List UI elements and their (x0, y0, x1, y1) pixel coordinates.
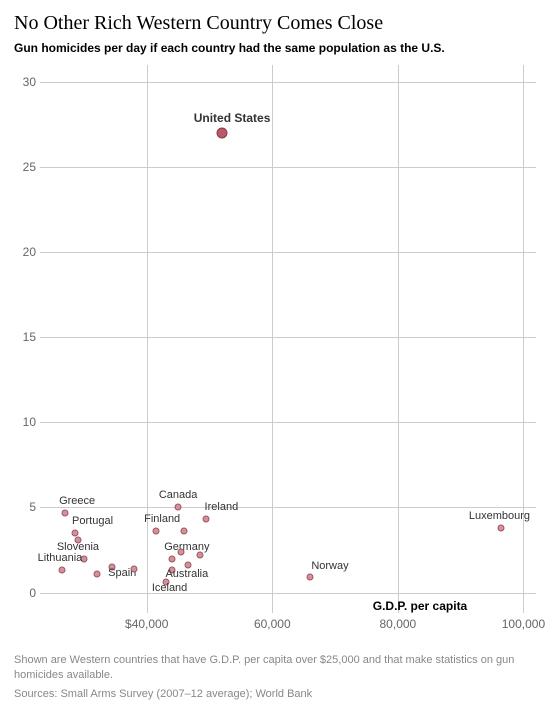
ytick-label: 5 (14, 500, 36, 514)
xtick-label: 60,000 (254, 617, 291, 631)
scatter-plot: 051015202530$40,00060,00080,000100,000G.… (14, 65, 536, 645)
data-point (203, 516, 210, 523)
footer-sources: Sources: Small Arms Survey (2007–12 aver… (14, 688, 536, 700)
data-point (306, 574, 313, 581)
data-point-label: Finland (144, 513, 180, 525)
data-point-label: Ireland (205, 501, 239, 513)
footer-note: Shown are Western countries that have G.… (14, 653, 536, 684)
data-point-label: Luxembourg (469, 510, 530, 522)
data-point (58, 567, 65, 574)
gridline-horizontal (40, 252, 536, 253)
gridline-horizontal (40, 507, 536, 508)
data-point (197, 552, 204, 559)
data-point (74, 536, 81, 543)
gridline-horizontal (40, 167, 536, 168)
data-point (62, 509, 69, 516)
gridline-vertical (272, 65, 273, 613)
data-point-label: Germany (164, 541, 209, 553)
gridline-horizontal (40, 422, 536, 423)
data-point-label: Norway (311, 560, 348, 572)
data-point-label: Iceland (152, 582, 187, 594)
data-point (184, 562, 191, 569)
data-point-label: Australia (165, 568, 208, 580)
chart-title: No Other Rich Western Country Comes Clos… (14, 12, 536, 35)
data-point (498, 524, 505, 531)
gridline-horizontal (40, 82, 536, 83)
data-point-label: Greece (59, 495, 95, 507)
data-point (178, 548, 185, 555)
ytick-label: 0 (14, 586, 36, 600)
chart-subtitle: Gun homicides per day if each country ha… (14, 41, 536, 55)
data-point (181, 528, 188, 535)
data-point (153, 528, 160, 535)
ytick-label: 10 (14, 415, 36, 429)
gridline-vertical (398, 65, 399, 613)
data-point-label: United States (194, 111, 271, 125)
gridline-horizontal (40, 337, 536, 338)
ytick-label: 30 (14, 75, 36, 89)
chart-container: No Other Rich Western Country Comes Clos… (0, 0, 550, 710)
gridline-vertical (147, 65, 148, 613)
data-point-label: Portugal (72, 515, 113, 527)
xtick-label: $40,000 (125, 617, 168, 631)
ytick-label: 20 (14, 245, 36, 259)
data-point (168, 555, 175, 562)
data-point (93, 570, 100, 577)
data-point-label: Canada (159, 489, 198, 501)
data-point (175, 504, 182, 511)
gridline-vertical (523, 65, 524, 613)
gridline-horizontal (40, 593, 536, 594)
ytick-label: 15 (14, 330, 36, 344)
ytick-label: 25 (14, 160, 36, 174)
data-point-label: Lithuania (38, 552, 83, 564)
xaxis-title: G.D.P. per capita (373, 599, 467, 613)
xtick-label: 80,000 (380, 617, 417, 631)
data-point (131, 565, 138, 572)
xtick-label: 100,000 (502, 617, 545, 631)
data-point (217, 128, 228, 139)
